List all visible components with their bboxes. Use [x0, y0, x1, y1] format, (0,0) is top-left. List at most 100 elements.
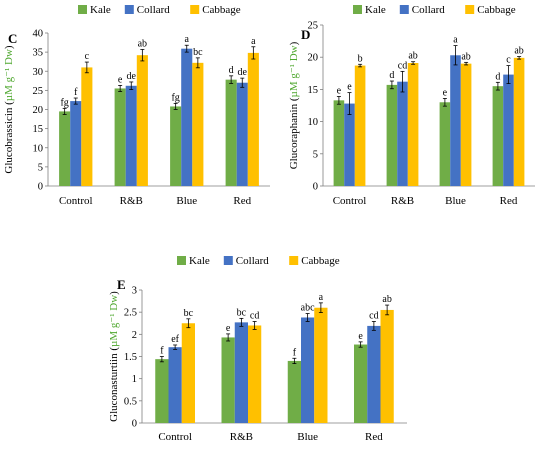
significance-letter: de — [127, 71, 137, 82]
significance-letter: ab — [514, 46, 523, 57]
bar-cabbage — [248, 325, 262, 423]
y-tick-label: 5 — [38, 162, 43, 173]
y-tick-label: 40 — [33, 29, 44, 40]
y-tick-label: 35 — [33, 48, 44, 59]
legend-label-collard: Collard — [412, 4, 445, 16]
panel-label: E — [117, 277, 126, 292]
bar-kale — [59, 111, 71, 186]
significance-letter: b — [358, 53, 363, 64]
bar-kale — [287, 360, 301, 423]
bar-cabbage — [314, 307, 328, 423]
y-tick-label: 0 — [38, 182, 43, 193]
y-tick-label: 15 — [308, 85, 319, 96]
y-tick-label: 5 — [313, 149, 318, 160]
legend-label-cabbage: Cabbage — [477, 4, 516, 16]
legend-swatch-kale — [177, 256, 186, 265]
category-label: Red — [500, 195, 518, 207]
significance-letter: d — [495, 71, 500, 82]
category-label: R&B — [120, 195, 143, 207]
category-label: Blue — [445, 195, 466, 207]
significance-letter: d — [229, 65, 234, 76]
bar-cabbage — [407, 62, 419, 186]
y-tick-label: 1 — [132, 374, 137, 385]
y-tick-label: 2.5 — [124, 308, 137, 319]
significance-letter: ab — [382, 294, 391, 305]
y-tick-label: 30 — [33, 67, 44, 78]
legend-label-kale: Kale — [189, 255, 210, 267]
category-label: Blue — [176, 195, 197, 207]
bar-kale — [170, 106, 182, 186]
category-label: R&B — [391, 195, 414, 207]
bar-collard — [344, 103, 355, 186]
significance-letter: e — [347, 82, 352, 93]
bar-cabbage — [136, 55, 148, 187]
significance-letter: e — [337, 85, 342, 96]
bar-kale — [354, 344, 368, 423]
y-tick-label: 3 — [132, 286, 137, 297]
significance-letter: fg — [60, 97, 68, 108]
significance-letter: cd — [369, 310, 378, 321]
legend-label-cabbage: Cabbage — [202, 4, 241, 16]
bar-collard — [301, 317, 315, 423]
bar-collard — [168, 347, 182, 423]
category-label: Control — [333, 195, 367, 207]
significance-letter: a — [453, 35, 458, 46]
y-tick-label: 10 — [308, 117, 319, 128]
significance-letter: e — [226, 323, 231, 334]
significance-letter: a — [251, 36, 256, 47]
panel-label: D — [301, 27, 310, 42]
chart-panel-D: D Kale Collard Cabbage 0 5 10 15 20 25 Glucoraphan… — [288, 4, 535, 207]
bar-collard — [450, 55, 461, 186]
bar-kale — [492, 86, 504, 186]
significance-letter: bc — [193, 47, 203, 58]
significance-letter: de — [238, 67, 248, 78]
bar-cabbage — [513, 57, 525, 187]
y-tick-label: 20 — [308, 53, 319, 64]
bar-kale — [333, 100, 345, 186]
bar-kale — [114, 88, 126, 186]
significance-letter: bc — [237, 307, 247, 318]
significance-letter: ab — [408, 51, 417, 62]
significance-letter: ab — [138, 38, 147, 49]
y-tick-label: 15 — [33, 124, 44, 135]
significance-letter: bc — [184, 308, 194, 319]
significance-letter: ef — [171, 334, 179, 345]
bar-collard — [397, 81, 408, 186]
panel-label: C — [8, 31, 17, 46]
y-tick-label: 20 — [33, 105, 44, 116]
bar-kale — [221, 337, 235, 423]
bar-kale — [386, 84, 398, 186]
bar-kale — [155, 359, 169, 423]
bar-cabbage — [81, 67, 93, 186]
significance-letter: fg — [171, 92, 179, 103]
bar-kale — [439, 102, 451, 186]
significance-letter: f — [160, 346, 164, 357]
bar-collard — [503, 74, 514, 186]
bar-kale — [225, 79, 237, 186]
legend-swatch-collard — [124, 5, 134, 14]
legend-label-collard: Collard — [137, 4, 170, 16]
bar-collard — [125, 85, 137, 186]
bar-collard — [181, 48, 193, 187]
legend-swatch-cabbage — [289, 256, 299, 265]
legend-label-kale: Kale — [365, 4, 386, 16]
y-tick-label: 25 — [308, 21, 319, 32]
category-label: Control — [59, 195, 93, 207]
y-tick-label: 0.5 — [124, 396, 137, 407]
significance-letter: d — [389, 70, 394, 81]
legend-label-cabbage: Cabbage — [301, 255, 340, 267]
significance-letter: a — [185, 34, 190, 45]
category-label: Blue — [297, 431, 318, 443]
significance-letter: e — [118, 74, 123, 85]
bar-cabbage — [460, 63, 472, 186]
significance-letter: e — [358, 331, 363, 342]
y-axis-label: Gluconasturtiin (µM g⁻¹ Dw) — [108, 291, 120, 422]
y-axis-label: Glucoraphanin (µM g⁻¹ Dw) — [288, 41, 300, 169]
bar-collard — [70, 101, 82, 186]
significance-letter: f — [74, 87, 78, 98]
y-axis-label: Glucobrassicin (µM g⁻¹ Dw) — [3, 45, 15, 174]
category-label: R&B — [230, 431, 253, 443]
y-tick-label: 2 — [132, 330, 137, 341]
